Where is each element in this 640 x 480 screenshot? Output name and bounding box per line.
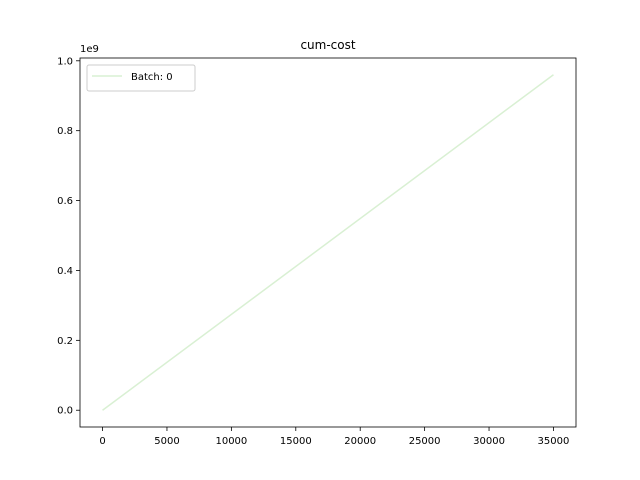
chart-title: cum-cost bbox=[300, 38, 355, 52]
x-tick-label: 35000 bbox=[538, 436, 570, 447]
x-tick-label: 20000 bbox=[344, 436, 376, 447]
y-tick-label: 0.2 bbox=[57, 336, 73, 347]
x-tick-label: 25000 bbox=[409, 436, 441, 447]
plot-area bbox=[79, 57, 577, 428]
y-tick-label: 0.6 bbox=[57, 196, 73, 207]
y-tick-label: 0.8 bbox=[57, 126, 73, 137]
x-tick-label: 10000 bbox=[215, 436, 247, 447]
legend-box bbox=[86, 64, 196, 92]
legend: Batch: 0 bbox=[86, 64, 196, 92]
y-offset-label: 1e9 bbox=[80, 44, 99, 55]
y-tick-label: 0.0 bbox=[57, 406, 73, 417]
x-axis: 0 5000 10000 15000 20000 25000 30000 35000 bbox=[99, 427, 569, 447]
plot-frame bbox=[79, 57, 577, 428]
series-line-batch-0 bbox=[102, 74, 554, 411]
x-tick-label: 5000 bbox=[154, 436, 179, 447]
y-axis: 0.0 0.2 0.4 0.6 0.8 1.0 bbox=[57, 56, 80, 417]
x-tick-label: 15000 bbox=[280, 436, 312, 447]
y-tick-label: 1.0 bbox=[57, 56, 73, 67]
x-tick-label: 0 bbox=[99, 436, 105, 447]
x-tick-label: 30000 bbox=[473, 436, 505, 447]
y-tick-label: 0.4 bbox=[57, 266, 73, 277]
series-layer bbox=[102, 74, 554, 411]
legend-label-batch-0: Batch: 0 bbox=[131, 72, 173, 83]
